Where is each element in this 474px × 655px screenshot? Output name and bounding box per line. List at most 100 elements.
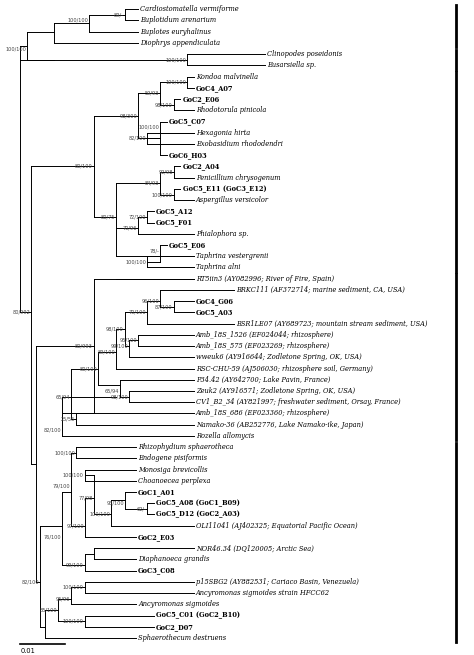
Text: 76/100: 76/100 [44,534,62,540]
Text: GoC6_H03: GoC6_H03 [169,151,208,159]
Text: 100/100: 100/100 [138,124,159,130]
Text: 89/100: 89/100 [97,349,115,354]
Text: p15SBG2 (AY882531; Cariaco Basin, Venezuela): p15SBG2 (AY882531; Cariaco Basin, Venezu… [196,578,359,586]
Text: 100/100: 100/100 [67,18,88,23]
Text: 70/96: 70/96 [123,226,137,231]
Text: 100/100: 100/100 [125,259,146,265]
Text: Amb_18S_575 (EF023269; rhizosphere): Amb_18S_575 (EF023269; rhizosphere) [196,342,330,350]
Text: 82/100: 82/100 [44,428,62,433]
Text: GoC5_D12 (GoC2_A03): GoC5_D12 (GoC2_A03) [156,510,240,519]
Text: 77/98: 77/98 [78,495,93,500]
Text: 98/100: 98/100 [110,394,128,399]
Text: 98/300: 98/300 [119,113,137,119]
Text: 96/100: 96/100 [142,299,159,304]
Text: RSC-CHU-59 (AJ506030; rhizosphere soil, Germany): RSC-CHU-59 (AJ506030; rhizosphere soil, … [196,365,373,373]
Text: P34.42 (AY642700; Lake Pavin, France): P34.42 (AY642700; Lake Pavin, France) [196,376,330,384]
Text: GoC4_G06: GoC4_G06 [196,297,234,305]
Text: GoC5_C01 (GoC2_B10): GoC5_C01 (GoC2_B10) [156,612,240,620]
Text: 100/100: 100/100 [165,80,186,84]
Text: 80/100: 80/100 [75,164,93,169]
Text: Zeuk2 (AY916571; Zodletone Spring, OK, USA): Zeuk2 (AY916571; Zodletone Spring, OK, U… [196,387,355,395]
Text: GoC5_A12: GoC5_A12 [156,208,193,215]
Text: 97/100: 97/100 [66,523,84,528]
Text: GoC5_A08 (GoC1_B09): GoC5_A08 (GoC1_B09) [156,499,240,507]
Text: 100/100: 100/100 [63,585,84,590]
Text: 100/100: 100/100 [152,192,173,197]
Text: Clinopodes poseidonis: Clinopodes poseidonis [267,50,342,58]
Text: Amb_18S_1526 (EF024044; rhizosphere): Amb_18S_1526 (EF024044; rhizosphere) [196,331,334,339]
Text: Hexagonia hirta: Hexagonia hirta [196,129,250,137]
Text: GoC4_A07: GoC4_A07 [196,84,233,92]
Text: 99/100: 99/100 [66,563,84,567]
Text: Kondoa malvinella: Kondoa malvinella [196,73,258,81]
Text: 87/100: 87/100 [155,305,173,309]
Text: 98/100: 98/100 [155,102,173,107]
Text: 100/100: 100/100 [63,619,84,624]
Text: 80/75: 80/75 [100,214,115,219]
Text: GoC3_C08: GoC3_C08 [138,567,176,574]
Text: Sphaerothecum destruens: Sphaerothecum destruens [138,634,226,642]
Text: GoC5_E11 (GoC3_E12): GoC5_E11 (GoC3_E12) [182,185,266,193]
Text: 100/100: 100/100 [90,512,110,517]
Text: Penicillium chrysogenum: Penicillium chrysogenum [196,174,280,181]
Text: 82/100: 82/100 [22,580,39,584]
Text: Namako-36 (AB252776, Lake Namako-ike, Japan): Namako-36 (AB252776, Lake Namako-ike, Ja… [196,421,364,428]
Text: GoC2_D07: GoC2_D07 [156,623,194,631]
Text: Ancyromonas sigmoides strain HFCC62: Ancyromonas sigmoides strain HFCC62 [196,589,330,597]
Text: Rhodotorula pinicola: Rhodotorula pinicola [196,106,266,114]
Text: 82/100: 82/100 [128,136,146,141]
Text: 0.01: 0.01 [20,648,35,654]
Text: GoC2_E06: GoC2_E06 [182,95,220,103]
Text: Rozella allomycis: Rozella allomycis [196,432,254,440]
Text: GoC2_E03: GoC2_E03 [138,533,175,541]
Text: Eusarsiella sp.: Eusarsiella sp. [267,62,316,69]
Text: 84/93: 84/93 [145,181,159,186]
Text: BRKC111 (AF372714; marine sediment, CA, USA): BRKC111 (AF372714; marine sediment, CA, … [236,286,405,294]
Text: Rhizophydium sphaerotheca: Rhizophydium sphaerotheca [138,443,234,451]
Text: GoC5_A03: GoC5_A03 [196,309,233,316]
Text: 92/98: 92/98 [158,170,173,174]
Text: wweuk6 (AY916644; Zodletone Spring, OK, USA): wweuk6 (AY916644; Zodletone Spring, OK, … [196,353,362,362]
Text: 25/56: 25/56 [61,417,75,422]
Text: 65/94: 65/94 [56,394,71,399]
Text: GoC5_C07: GoC5_C07 [169,117,207,126]
Text: 95/96: 95/96 [56,596,71,601]
Text: Choanoecea perplexa: Choanoecea perplexa [138,477,210,485]
Text: 100/100: 100/100 [5,46,26,51]
Text: 79/100: 79/100 [53,484,71,489]
Text: 78/-: 78/- [150,248,159,253]
Text: 95/100: 95/100 [119,338,137,343]
Text: Euplotes euryhalinus: Euplotes euryhalinus [140,28,211,36]
Text: 80/100: 80/100 [80,366,97,371]
Text: Exobasidium rhododendri: Exobasidium rhododendri [196,140,283,148]
Text: 89/-: 89/- [114,12,124,18]
Text: Aspergillus versicolor: Aspergillus versicolor [196,196,269,204]
Text: Taphrina alni: Taphrina alni [196,263,240,271]
Text: 72/100: 72/100 [128,214,146,219]
Text: Ancyromonas sigmoides: Ancyromonas sigmoides [138,601,219,608]
Text: Diophrys appendiculata: Diophrys appendiculata [140,39,220,47]
Text: 100/100: 100/100 [54,450,75,455]
Text: 80/992: 80/992 [13,310,30,315]
Text: 65/94: 65/94 [105,388,119,394]
Text: GoC2_A04: GoC2_A04 [182,162,220,170]
Text: Monosiga brevicollis: Monosiga brevicollis [138,466,208,474]
Text: CV1_B2_34 (AY821997; freshwater sediment, Orsay, France): CV1_B2_34 (AY821997; freshwater sediment… [196,398,401,406]
Text: 100/100: 100/100 [63,473,84,477]
Text: Amb_18S_686 (EF023360; rhizosphere): Amb_18S_686 (EF023360; rhizosphere) [196,409,330,417]
Text: Taphrina vestergrenii: Taphrina vestergrenii [196,252,268,260]
Text: 99/100: 99/100 [110,344,128,348]
Text: Endogene pisiformis: Endogene pisiformis [138,455,207,462]
Text: 80/993: 80/993 [75,344,93,348]
Text: 59/93: 59/93 [145,91,159,96]
Text: BSR1LE07 (AY689723; mountain stream sediment, USA): BSR1LE07 (AY689723; mountain stream sedi… [236,320,428,328]
Text: 62/-: 62/- [137,506,146,512]
Text: 70/100: 70/100 [128,310,146,315]
Text: GoC5_F01: GoC5_F01 [156,219,193,227]
Text: 85/100: 85/100 [39,607,57,612]
Text: Phialophora sp.: Phialophora sp. [196,230,248,238]
Text: RT5iin3 (AY082996; River of Fire, Spain): RT5iin3 (AY082996; River of Fire, Spain) [196,274,334,283]
Text: Cardiostomatella vermiforme: Cardiostomatella vermiforme [140,5,239,13]
Text: GoC1_A01: GoC1_A01 [138,488,176,496]
Text: OLI11041 (AJ402325; Equatorial Pacific Ocean): OLI11041 (AJ402325; Equatorial Pacific O… [196,522,357,530]
